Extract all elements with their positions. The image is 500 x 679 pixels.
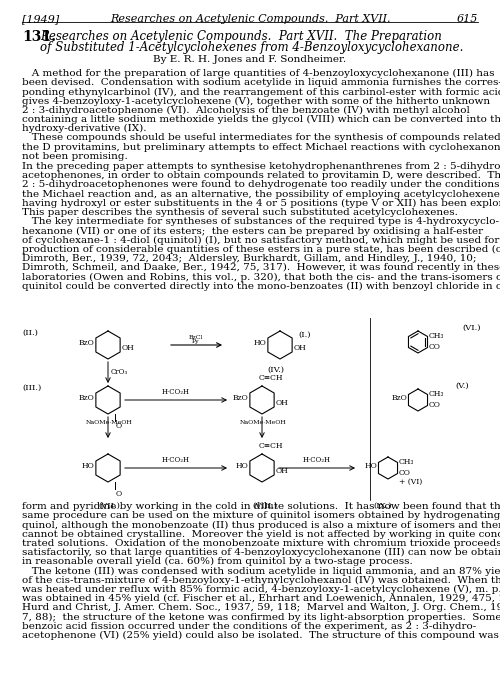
Text: ponding ethynylcarbinol (IV), and the rearrangement of this carbinol-ester with : ponding ethynylcarbinol (IV), and the re…	[22, 88, 500, 96]
Text: was obtained in 45% yield (cf. Fischer et al., Ehrhart and Loewenich, Annalen, 1: was obtained in 45% yield (cf. Fischer e…	[22, 594, 500, 603]
Text: OH: OH	[276, 467, 289, 475]
Text: BzO: BzO	[391, 394, 407, 402]
Text: not been promising.: not been promising.	[22, 152, 128, 161]
Text: of Substituted 1-Acetylcyclohexenes from 4-Benzoyloxycyclohexanone.: of Substituted 1-Acetylcyclohexenes from…	[40, 41, 464, 54]
Text: having hydroxyl or ester substituents in the 4 or 5 positions (type V or XII) ha: having hydroxyl or ester substituents in…	[22, 199, 500, 208]
Text: CO: CO	[399, 469, 411, 477]
Text: These compounds should be useful intermediates for the synthesis of compounds re: These compounds should be useful interme…	[22, 133, 500, 143]
Text: + (VI): + (VI)	[399, 478, 422, 486]
Text: hydroxy-derivative (IX).: hydroxy-derivative (IX).	[22, 124, 146, 133]
Text: H·CO₂H: H·CO₂H	[303, 456, 331, 464]
Text: H·CO₂H: H·CO₂H	[162, 456, 190, 464]
Text: Py: Py	[192, 339, 200, 344]
Text: CH₃: CH₃	[429, 390, 444, 398]
Text: BzO: BzO	[78, 394, 94, 402]
Text: laboratories (Owen and Robins, this vol., p. 320), that both the cis- and the tr: laboratories (Owen and Robins, this vol.…	[22, 272, 500, 282]
Text: HO: HO	[236, 462, 248, 470]
Text: 2 : 3-dihydroacetophenone (VI).  Alcoholysis of the benzoate (IV) with methyl al: 2 : 3-dihydroacetophenone (VI). Alcoholy…	[22, 106, 470, 115]
Text: (II.): (II.)	[22, 329, 38, 337]
Text: Hurd and Christ, J. Amer. Chem. Soc., 1937, 59, 118;  Marvel and Walton, J. Org.: Hurd and Christ, J. Amer. Chem. Soc., 19…	[22, 603, 500, 612]
Text: C≡CH: C≡CH	[259, 442, 283, 450]
Text: HO: HO	[254, 339, 266, 347]
Text: This paper describes the synthesis of several such substituted acetyl​cyclohexen: This paper describes the synthesis of se…	[22, 208, 458, 217]
Text: containing a little sodium methoxide yields the glycol (VIII) which can be conve: containing a little sodium methoxide yie…	[22, 115, 500, 124]
Text: HO: HO	[364, 462, 377, 470]
Text: (VII.): (VII.)	[98, 502, 120, 510]
Text: C≡CH: C≡CH	[259, 374, 283, 382]
Text: (VI.): (VI.)	[462, 324, 480, 332]
Text: O: O	[116, 490, 122, 498]
Text: quinol, although the monobenzoate (II) thus produced is also a mixture of isomer: quinol, although the monobenzoate (II) t…	[22, 520, 500, 530]
Text: CO: CO	[429, 343, 441, 351]
Text: hexanone (VII) or one of its esters;  the esters can be prepared by oxidising a : hexanone (VII) or one of its esters; the…	[22, 226, 483, 236]
Text: trated solutions.  Oxidation of the monobenzoate mixture with chromium trioxide : trated solutions. Oxidation of the monob…	[22, 539, 500, 548]
Text: was heated under reflux with 85% formic acid, 4-benzoyloxy-1-acetylcyclohexene (: was heated under reflux with 85% formic …	[22, 585, 500, 594]
Text: in reasonable overall yield (ca. 60%) from quinitol by a two-stage process.: in reasonable overall yield (ca. 60%) fr…	[22, 557, 413, 566]
Text: acetophenone (VI) (25% yield) could also be isolated.  The structure of this com: acetophenone (VI) (25% yield) could also…	[22, 631, 500, 640]
Text: Dimroth, Ber., 1939, 72, 2043;  Aldersley, Burkhardt, Gillam, and Hindley, J., 1: Dimroth, Ber., 1939, 72, 2043; Aldersley…	[22, 254, 476, 263]
Text: the Michael reaction and, as an alternative, the possibility of employing acetyl: the Michael reaction and, as an alternat…	[22, 189, 500, 198]
Text: (III.): (III.)	[22, 384, 41, 392]
Text: production of considerable quantities of these esters in a pure state, has been : production of considerable quantities of…	[22, 245, 500, 254]
Text: In the preceding paper attempts to synthesise ketohydrophenanthrenes from 2 : 5-: In the preceding paper attempts to synth…	[22, 162, 500, 171]
Text: (V.): (V.)	[455, 382, 468, 390]
Text: OH: OH	[294, 344, 307, 352]
Text: NaOMe·MeOH: NaOMe·MeOH	[240, 420, 287, 425]
Text: 2 : 5-dihydroacetophenones were found to dehydrogenate too readily under the con: 2 : 5-dihydroacetophenones were found to…	[22, 181, 500, 189]
Text: (VIII.): (VIII.)	[252, 502, 277, 510]
Text: been devised.  Condensation with sodium acetylide in liquid ammonia furnishes th: been devised. Condensation with sodium a…	[22, 78, 500, 87]
Text: (IV.): (IV.)	[267, 366, 284, 374]
Text: The ketone (III) was condensed with sodium acetylide in liquid ammonia, and an 8: The ketone (III) was condensed with sodi…	[22, 566, 500, 576]
Text: of cyclohexane-1 : 4-diol (quinitol) (I), but no satisfactory method, which migh: of cyclohexane-1 : 4-diol (quinitol) (I)…	[22, 236, 500, 244]
Text: OH: OH	[122, 344, 135, 352]
Text: satisfactorily, so that large quantities of 4-benzoyloxycyclohexanone (III) can : satisfactorily, so that large quantities…	[22, 548, 500, 557]
Text: 131.: 131.	[22, 30, 56, 44]
Text: Researches on Acetylenic Compounds.  Part XVII.  The Preparation: Researches on Acetylenic Compounds. Part…	[40, 30, 442, 43]
Text: Dimroth, Schmeil, and Daake, Ber., 1942, 75, 317).  However, it was found recent: Dimroth, Schmeil, and Daake, Ber., 1942,…	[22, 263, 500, 272]
Text: The key intermediate for syntheses of substances of the required type is 4-hydro: The key intermediate for syntheses of su…	[22, 217, 499, 226]
Text: BzCl: BzCl	[189, 335, 203, 340]
Text: OH: OH	[276, 399, 289, 407]
Text: BzO: BzO	[78, 339, 94, 347]
Text: Researches on Acetylenic Compounds.  Part XVII.: Researches on Acetylenic Compounds. Part…	[110, 14, 390, 24]
Text: CH₃: CH₃	[429, 332, 444, 340]
Text: 7, 88);  the structure of the ketone was confirmed by its light-absorption prope: 7, 88); the structure of the ketone was …	[22, 612, 500, 621]
Text: gives 4-benzoyloxy-1-acetylcyclohexene (V), together with some of the hitherto u: gives 4-benzoyloxy-1-acetylcyclohexene (…	[22, 96, 490, 106]
Text: (I.): (I.)	[298, 331, 310, 339]
Text: CrO₃: CrO₃	[111, 369, 128, 376]
Text: form and pyridine by working in the cold in dilute solutions.  It has now been f: form and pyridine by working in the cold…	[22, 502, 500, 511]
Text: the D provitamins, but preliminary attempts to effect Michael reactions with cyc: the D provitamins, but preliminary attem…	[22, 143, 500, 151]
Text: of the cis-trans-mixture of 4-benzoyloxy-1-ethynylcyclohexanol (IV) was obtained: of the cis-trans-mixture of 4-benzoyloxy…	[22, 576, 500, 585]
Text: quinitol could be converted directly into the mono-benzoates (II) with benzoyl c: quinitol could be converted directly int…	[22, 282, 500, 291]
Text: NaOMe·MeOH: NaOMe·MeOH	[86, 420, 133, 425]
Text: benzoic acid fission occurred under the conditions of the experiment, as 2 : 3-d: benzoic acid fission occurred under the …	[22, 621, 476, 631]
Text: A method for the preparation of large quantities of 4-benzoyloxy​cyclohexanone (: A method for the preparation of large qu…	[22, 69, 494, 78]
Text: H·CO₂H: H·CO₂H	[162, 388, 190, 396]
Text: 615: 615	[456, 14, 478, 24]
Text: O: O	[116, 422, 122, 430]
Text: acetophenones, in order to obtain compounds related to provitamin D, were descri: acetophenones, in order to obtain compou…	[22, 171, 500, 180]
Text: [1949]: [1949]	[22, 14, 60, 24]
Text: CO: CO	[429, 401, 441, 409]
Text: CH₃: CH₃	[399, 458, 414, 466]
Text: cannot be obtained crystalline.  Moreover the yield is not affected by working i: cannot be obtained crystalline. Moreover…	[22, 530, 500, 538]
Text: By E. R. H. Jones and F. Sondheimer.: By E. R. H. Jones and F. Sondheimer.	[154, 55, 346, 64]
Text: BzO: BzO	[232, 394, 248, 402]
Text: same procedure can be used on the mixture of quinitol isomers obtained by hydrog: same procedure can be used on the mixtur…	[22, 511, 500, 520]
Text: (IX.): (IX.)	[373, 502, 392, 510]
Text: HO: HO	[81, 462, 94, 470]
